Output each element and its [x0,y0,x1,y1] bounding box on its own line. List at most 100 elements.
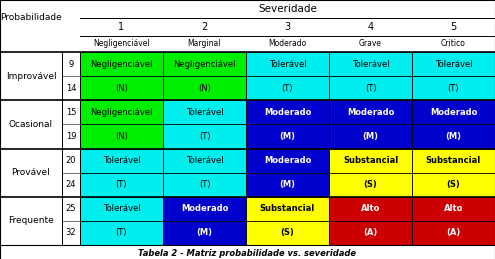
Bar [80,100,163,124]
Bar [412,197,495,221]
Text: 5: 5 [450,22,456,32]
Text: (T): (T) [116,180,127,189]
Bar [246,18,329,36]
Bar [246,197,329,221]
Text: 20: 20 [66,156,76,165]
Bar [0,100,62,148]
Text: Provável: Provável [11,168,50,177]
Bar [62,148,80,173]
Bar [163,148,246,173]
Bar [412,18,495,36]
Bar [0,52,62,100]
Bar [329,148,412,173]
Text: (S): (S) [364,180,377,189]
Text: (A): (A) [363,228,378,238]
Bar [163,76,246,100]
Text: (N): (N) [198,84,211,93]
Bar [412,52,495,76]
Text: (S): (S) [446,180,460,189]
Bar [62,76,80,100]
Text: Probabilidade: Probabilidade [0,13,62,23]
Bar [412,221,495,245]
Bar [80,36,163,52]
Bar [163,173,246,197]
Bar [412,36,495,52]
Text: Moderado: Moderado [268,40,306,48]
Text: (M): (M) [280,180,296,189]
Bar [80,124,163,148]
Bar [412,76,495,100]
Text: (M): (M) [280,132,296,141]
Bar [412,100,495,124]
Text: Tolerável: Tolerável [435,60,472,69]
Text: (T): (T) [199,180,210,189]
Text: Alto: Alto [444,204,463,213]
Bar [0,148,62,197]
Text: 15: 15 [66,108,76,117]
Bar [80,52,163,76]
Bar [62,173,80,197]
Bar [329,100,412,124]
Text: Critico: Critico [441,40,466,48]
Text: Frequente: Frequente [8,216,54,225]
Bar [412,124,495,148]
Bar [246,221,329,245]
Text: (T): (T) [365,84,376,93]
Bar [62,221,80,245]
Bar [329,76,412,100]
Bar [163,197,246,221]
Text: Tolerável: Tolerável [351,60,389,69]
Text: 25: 25 [66,204,76,213]
Text: 32: 32 [66,228,76,238]
Bar [80,76,163,100]
Bar [329,197,412,221]
Bar [62,52,80,76]
Bar [80,221,163,245]
Bar [246,36,329,52]
Text: Moderado: Moderado [347,108,394,117]
Text: Ocasional: Ocasional [9,120,53,129]
Text: 4: 4 [367,22,374,32]
Text: (S): (S) [281,228,295,238]
Bar [329,221,412,245]
Bar [80,148,163,173]
Text: 9: 9 [68,60,74,69]
Bar [62,100,80,124]
Bar [80,173,163,197]
Bar [246,124,329,148]
Text: Negligenciável: Negligenciável [93,40,150,48]
Text: 24: 24 [66,180,76,189]
Bar [246,76,329,100]
Text: Marginal: Marginal [188,40,221,48]
Bar [0,0,80,36]
Text: Tolerável: Tolerável [102,156,140,165]
Text: (N): (N) [115,84,128,93]
Bar [163,36,246,52]
Bar [412,173,495,197]
Text: Tolerável: Tolerável [186,156,223,165]
Text: Tolerável: Tolerável [102,204,140,213]
Text: 19: 19 [66,132,76,141]
Bar [163,221,246,245]
Bar [412,148,495,173]
Text: Tolerável: Tolerável [186,108,223,117]
Text: Tolerável: Tolerável [269,60,306,69]
Text: Grave: Grave [359,40,382,48]
Text: (A): (A) [446,228,461,238]
Text: Negligenciável: Negligenciável [90,60,153,69]
Bar [80,0,495,18]
Text: (M): (M) [197,228,212,238]
Bar [80,18,163,36]
Bar [80,197,163,221]
Text: (N): (N) [115,132,128,141]
Text: 14: 14 [66,84,76,93]
Text: 1: 1 [118,22,125,32]
Text: Moderado: Moderado [264,108,311,117]
Bar [329,18,412,36]
Bar [329,124,412,148]
Text: Improvável: Improvável [5,72,56,81]
Bar [329,36,412,52]
Text: Moderado: Moderado [264,156,311,165]
Text: Severidade: Severidade [258,4,317,14]
Text: Negligenciável: Negligenciável [90,108,153,117]
